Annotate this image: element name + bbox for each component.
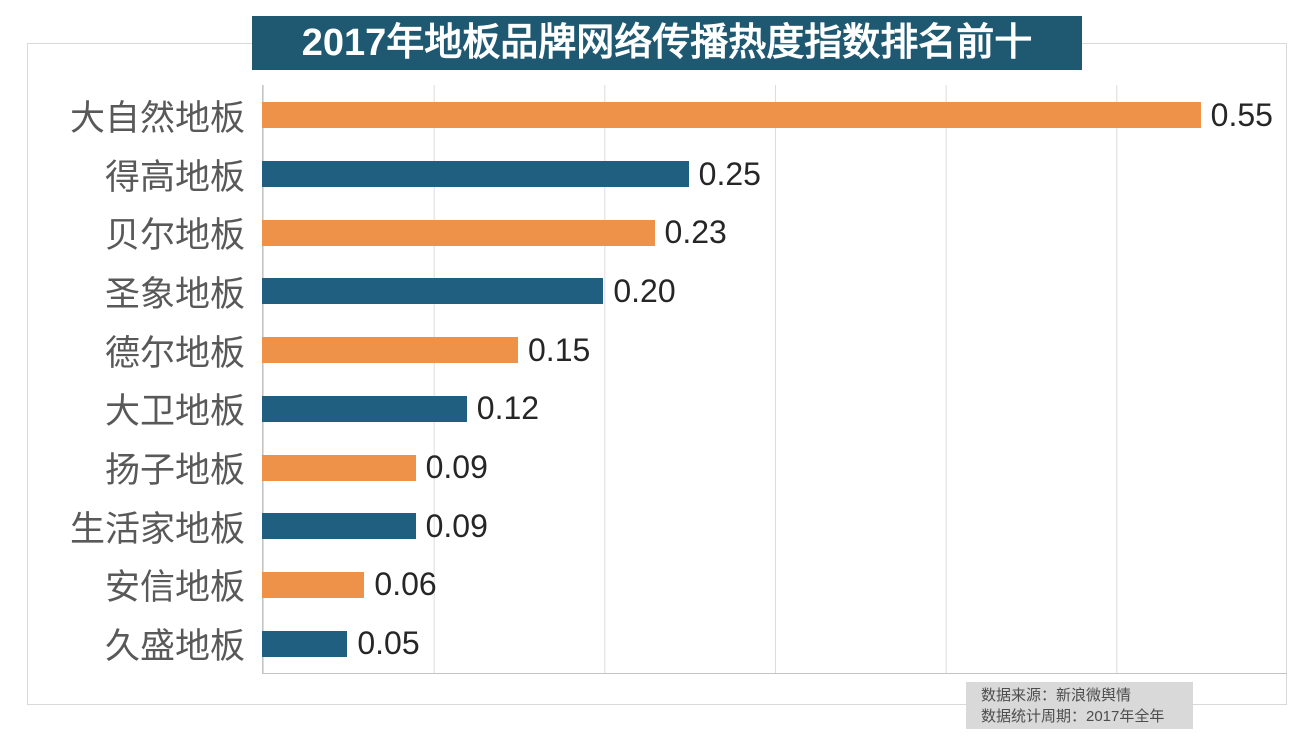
value-label: 0.09 xyxy=(425,507,488,544)
category-label: 大自然地板 xyxy=(69,98,245,138)
value-label: 0.12 xyxy=(476,390,540,427)
value-label: 0.20 xyxy=(613,272,676,309)
bar-row: 大自然地板 0.55 xyxy=(28,86,1286,145)
value-label: 0.09 xyxy=(425,449,488,486)
bar-row: 大卫地板 0.12 xyxy=(28,380,1286,439)
bar xyxy=(262,161,689,188)
bar xyxy=(262,630,348,657)
bar-row: 圣象地板 0.20 xyxy=(28,262,1286,321)
value-label: 0.23 xyxy=(664,214,727,251)
bar-cell: 0.12 xyxy=(262,380,1286,439)
category-label: 圣象地板 xyxy=(104,274,245,314)
bar-rows: 大自然地板 0.55 得高地板 0.25 贝尔地板 0.23 圣象地板 0.20 德尔地板 0.1… xyxy=(28,86,1286,673)
category-label: 贝尔地板 xyxy=(104,216,245,256)
category-label: 生活家地板 xyxy=(69,509,245,549)
bar xyxy=(262,337,518,364)
bar-row: 安信地板 0.06 xyxy=(28,556,1286,615)
category-label: 久盛地板 xyxy=(104,627,245,667)
bar-cell: 0.23 xyxy=(262,203,1286,262)
bar-row: 贝尔地板 0.23 xyxy=(28,203,1286,262)
bar-row: 生活家地板 0.09 xyxy=(28,497,1286,556)
source-line-1: 数据来源：新浪微舆情 xyxy=(981,687,1132,704)
bar-row: 扬子地板 0.09 xyxy=(28,438,1286,497)
bar-row: 德尔地板 0.15 xyxy=(28,321,1286,380)
bar-row: 久盛地板 0.05 xyxy=(28,614,1286,673)
category-label: 扬子地板 xyxy=(104,451,245,491)
bar xyxy=(262,454,416,481)
bar-cell: 0.09 xyxy=(262,497,1286,556)
bar-cell: 0.05 xyxy=(262,614,1286,673)
chart-title: 2017年地板品牌网络传播热度指数排名前十 xyxy=(252,16,1082,70)
bar-cell: 0.06 xyxy=(262,556,1286,615)
bar-cell: 0.20 xyxy=(262,262,1286,321)
bar-row: 得高地板 0.25 xyxy=(28,145,1286,204)
value-label: 0.15 xyxy=(528,331,591,368)
value-label: 0.06 xyxy=(374,566,437,603)
bar xyxy=(262,395,467,422)
value-label: 0.05 xyxy=(357,625,420,662)
category-label: 大卫地板 xyxy=(104,392,245,432)
bar-cell: 0.55 xyxy=(262,86,1286,145)
category-label: 安信地板 xyxy=(104,568,245,608)
bar xyxy=(262,102,1201,129)
source-line-2: 数据统计周期：2017年全年 xyxy=(981,708,1165,725)
bar-cell: 0.15 xyxy=(262,321,1286,380)
value-label: 0.55 xyxy=(1210,96,1273,133)
bar xyxy=(262,278,604,305)
bar-cell: 0.09 xyxy=(262,438,1286,497)
bar xyxy=(262,219,655,246)
category-label: 德尔地板 xyxy=(104,333,245,373)
source-note: 数据来源：新浪微舆情 数据统计周期：2017年全年 xyxy=(966,682,1193,729)
bar-cell: 0.25 xyxy=(262,145,1286,204)
bar xyxy=(262,571,365,598)
category-label: 得高地板 xyxy=(104,157,245,197)
bar xyxy=(262,513,416,540)
value-label: 0.25 xyxy=(698,155,761,192)
